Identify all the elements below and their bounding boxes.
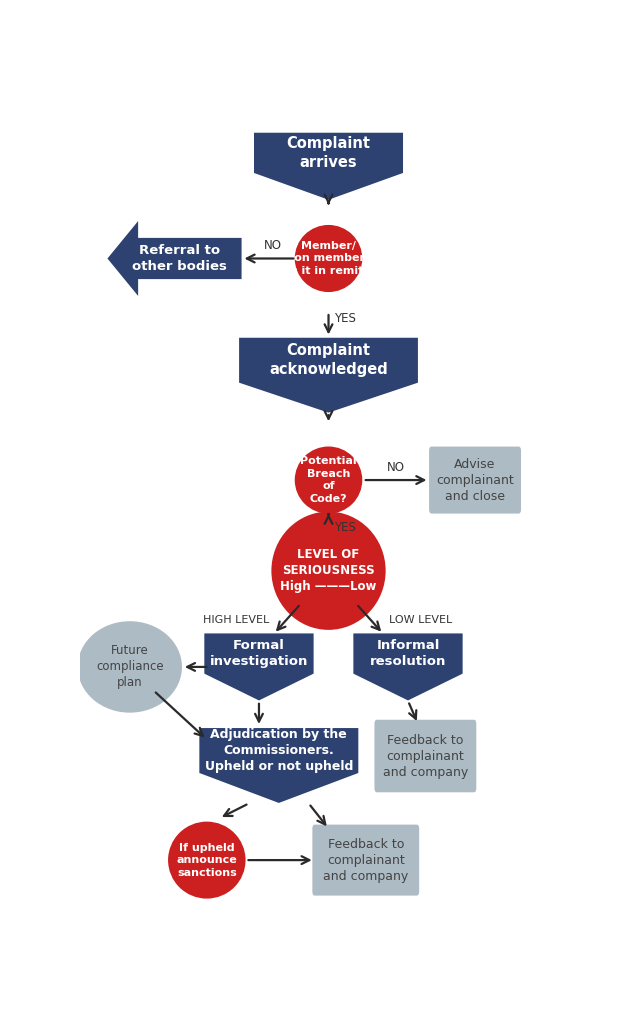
Text: Referral to
other bodies: Referral to other bodies (131, 244, 226, 273)
Text: NO: NO (387, 461, 405, 474)
FancyBboxPatch shape (312, 824, 419, 896)
Text: Formal
investigation: Formal investigation (210, 639, 308, 668)
Polygon shape (353, 634, 463, 700)
Text: YES: YES (335, 521, 356, 534)
Text: If upheld
announce
sanctions: If upheld announce sanctions (176, 843, 237, 878)
FancyBboxPatch shape (374, 720, 476, 793)
Text: LOW LEVEL: LOW LEVEL (389, 614, 452, 625)
Text: Future
compliance
plan: Future compliance plan (96, 644, 163, 689)
Polygon shape (239, 338, 418, 413)
Ellipse shape (295, 446, 362, 514)
Text: Feedback to
complainant
and company: Feedback to complainant and company (323, 838, 408, 883)
Polygon shape (199, 728, 358, 803)
Polygon shape (108, 221, 242, 296)
Text: Informal
resolution: Informal resolution (370, 639, 446, 668)
Text: NO: NO (264, 240, 282, 252)
Text: Feedback to
complainant
and company: Feedback to complainant and company (383, 733, 468, 778)
Ellipse shape (78, 622, 182, 713)
Text: HIGH LEVEL: HIGH LEVEL (203, 614, 270, 625)
Text: Potential
Breach
of
Code?: Potential Breach of Code? (300, 457, 357, 504)
Text: YES: YES (335, 312, 356, 325)
Text: Complaint
acknowledged: Complaint acknowledged (269, 343, 388, 377)
FancyBboxPatch shape (429, 446, 521, 514)
Text: Complaint
arrives: Complaint arrives (287, 136, 370, 170)
Polygon shape (204, 634, 313, 700)
Ellipse shape (271, 512, 386, 630)
Ellipse shape (295, 225, 362, 292)
Text: Member/
Non member?
Is it in remit?: Member/ Non member? Is it in remit? (285, 241, 372, 275)
Text: LEVEL OF
SERIOUSNESS
High ———Low: LEVEL OF SERIOUSNESS High ———Low (280, 548, 377, 593)
Text: Adjudication by the
Commissioners.
Upheld or not upheld: Adjudication by the Commissioners. Uphel… (204, 728, 353, 773)
Polygon shape (254, 133, 403, 200)
Text: Advise
complainant
and close: Advise complainant and close (436, 458, 514, 503)
Ellipse shape (168, 821, 246, 899)
